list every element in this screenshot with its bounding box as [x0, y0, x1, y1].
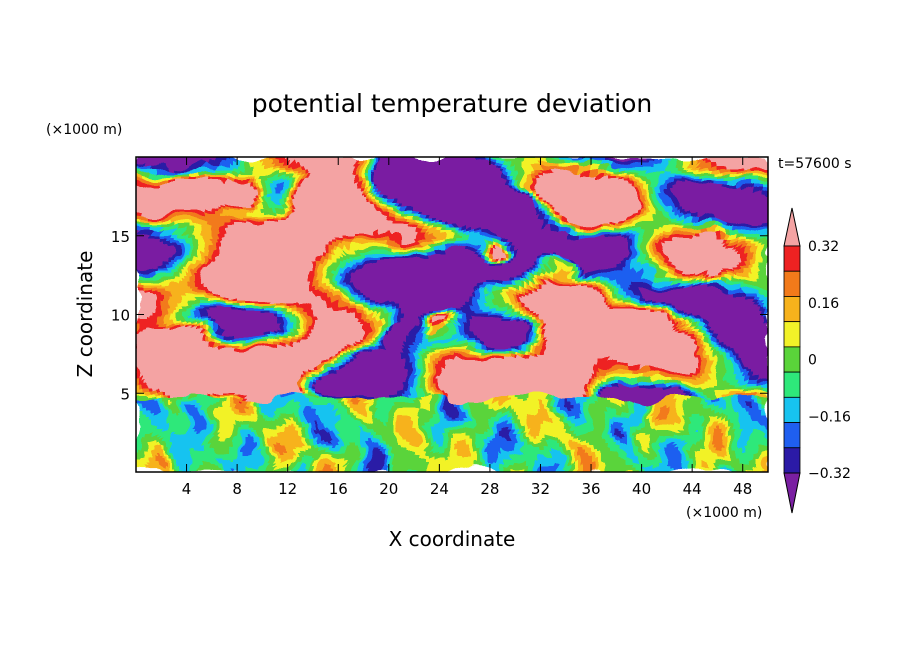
x-tick-label: 32 — [531, 480, 550, 498]
colorbar: 0.32 0.16 0 −0.16 −0.32 — [784, 208, 851, 513]
x-tick-label: 4 — [182, 480, 192, 498]
colorbar-segment — [784, 246, 800, 271]
colorbar-segment — [784, 372, 800, 397]
x-tick-label: 28 — [480, 480, 499, 498]
colorbar-tick-label: −0.32 — [808, 466, 851, 482]
x-tick-label: 40 — [632, 480, 651, 498]
chart-title: potential temperature deviation — [252, 89, 652, 118]
heatmap-field — [136, 157, 770, 473]
colorbar-segment — [784, 423, 800, 448]
colorbar-extend-bottom — [784, 473, 800, 513]
x-axis-label: X coordinate — [389, 527, 516, 551]
y-tick-label: 5 — [120, 385, 130, 403]
x-tick-label: 20 — [379, 480, 398, 498]
colorbar-tick-label: 0.32 — [808, 239, 839, 255]
colorbar-tick-label: 0 — [808, 353, 817, 369]
x-tick-label: 8 — [232, 480, 242, 498]
colorbar-tick-label: 0.16 — [808, 296, 839, 312]
heatmap-cells — [136, 157, 770, 473]
colorbar-tick-label: −0.16 — [808, 409, 851, 425]
x-tick-label: 12 — [278, 480, 297, 498]
colorbar-extend-top — [784, 208, 800, 246]
x-unit-label: (×1000 m) — [686, 505, 762, 521]
colorbar-segment — [784, 448, 800, 473]
colorbar-segment — [784, 347, 800, 372]
x-tick-label: 44 — [683, 480, 702, 498]
y-axis-label: Z coordinate — [73, 251, 97, 378]
time-label: t=57600 s — [778, 156, 852, 172]
x-tick-label: 16 — [329, 480, 348, 498]
x-tick-label: 36 — [581, 480, 600, 498]
colorbar-segment — [784, 271, 800, 296]
colorbar-segment — [784, 296, 800, 321]
x-tick-label: 48 — [733, 480, 752, 498]
y-tick-label: 15 — [111, 228, 130, 246]
colorbar-segment — [784, 397, 800, 422]
y-tick-label: 10 — [111, 307, 130, 325]
x-tick-label: 24 — [430, 480, 449, 498]
y-unit-label: (×1000 m) — [46, 122, 122, 138]
colorbar-segment — [784, 322, 800, 347]
